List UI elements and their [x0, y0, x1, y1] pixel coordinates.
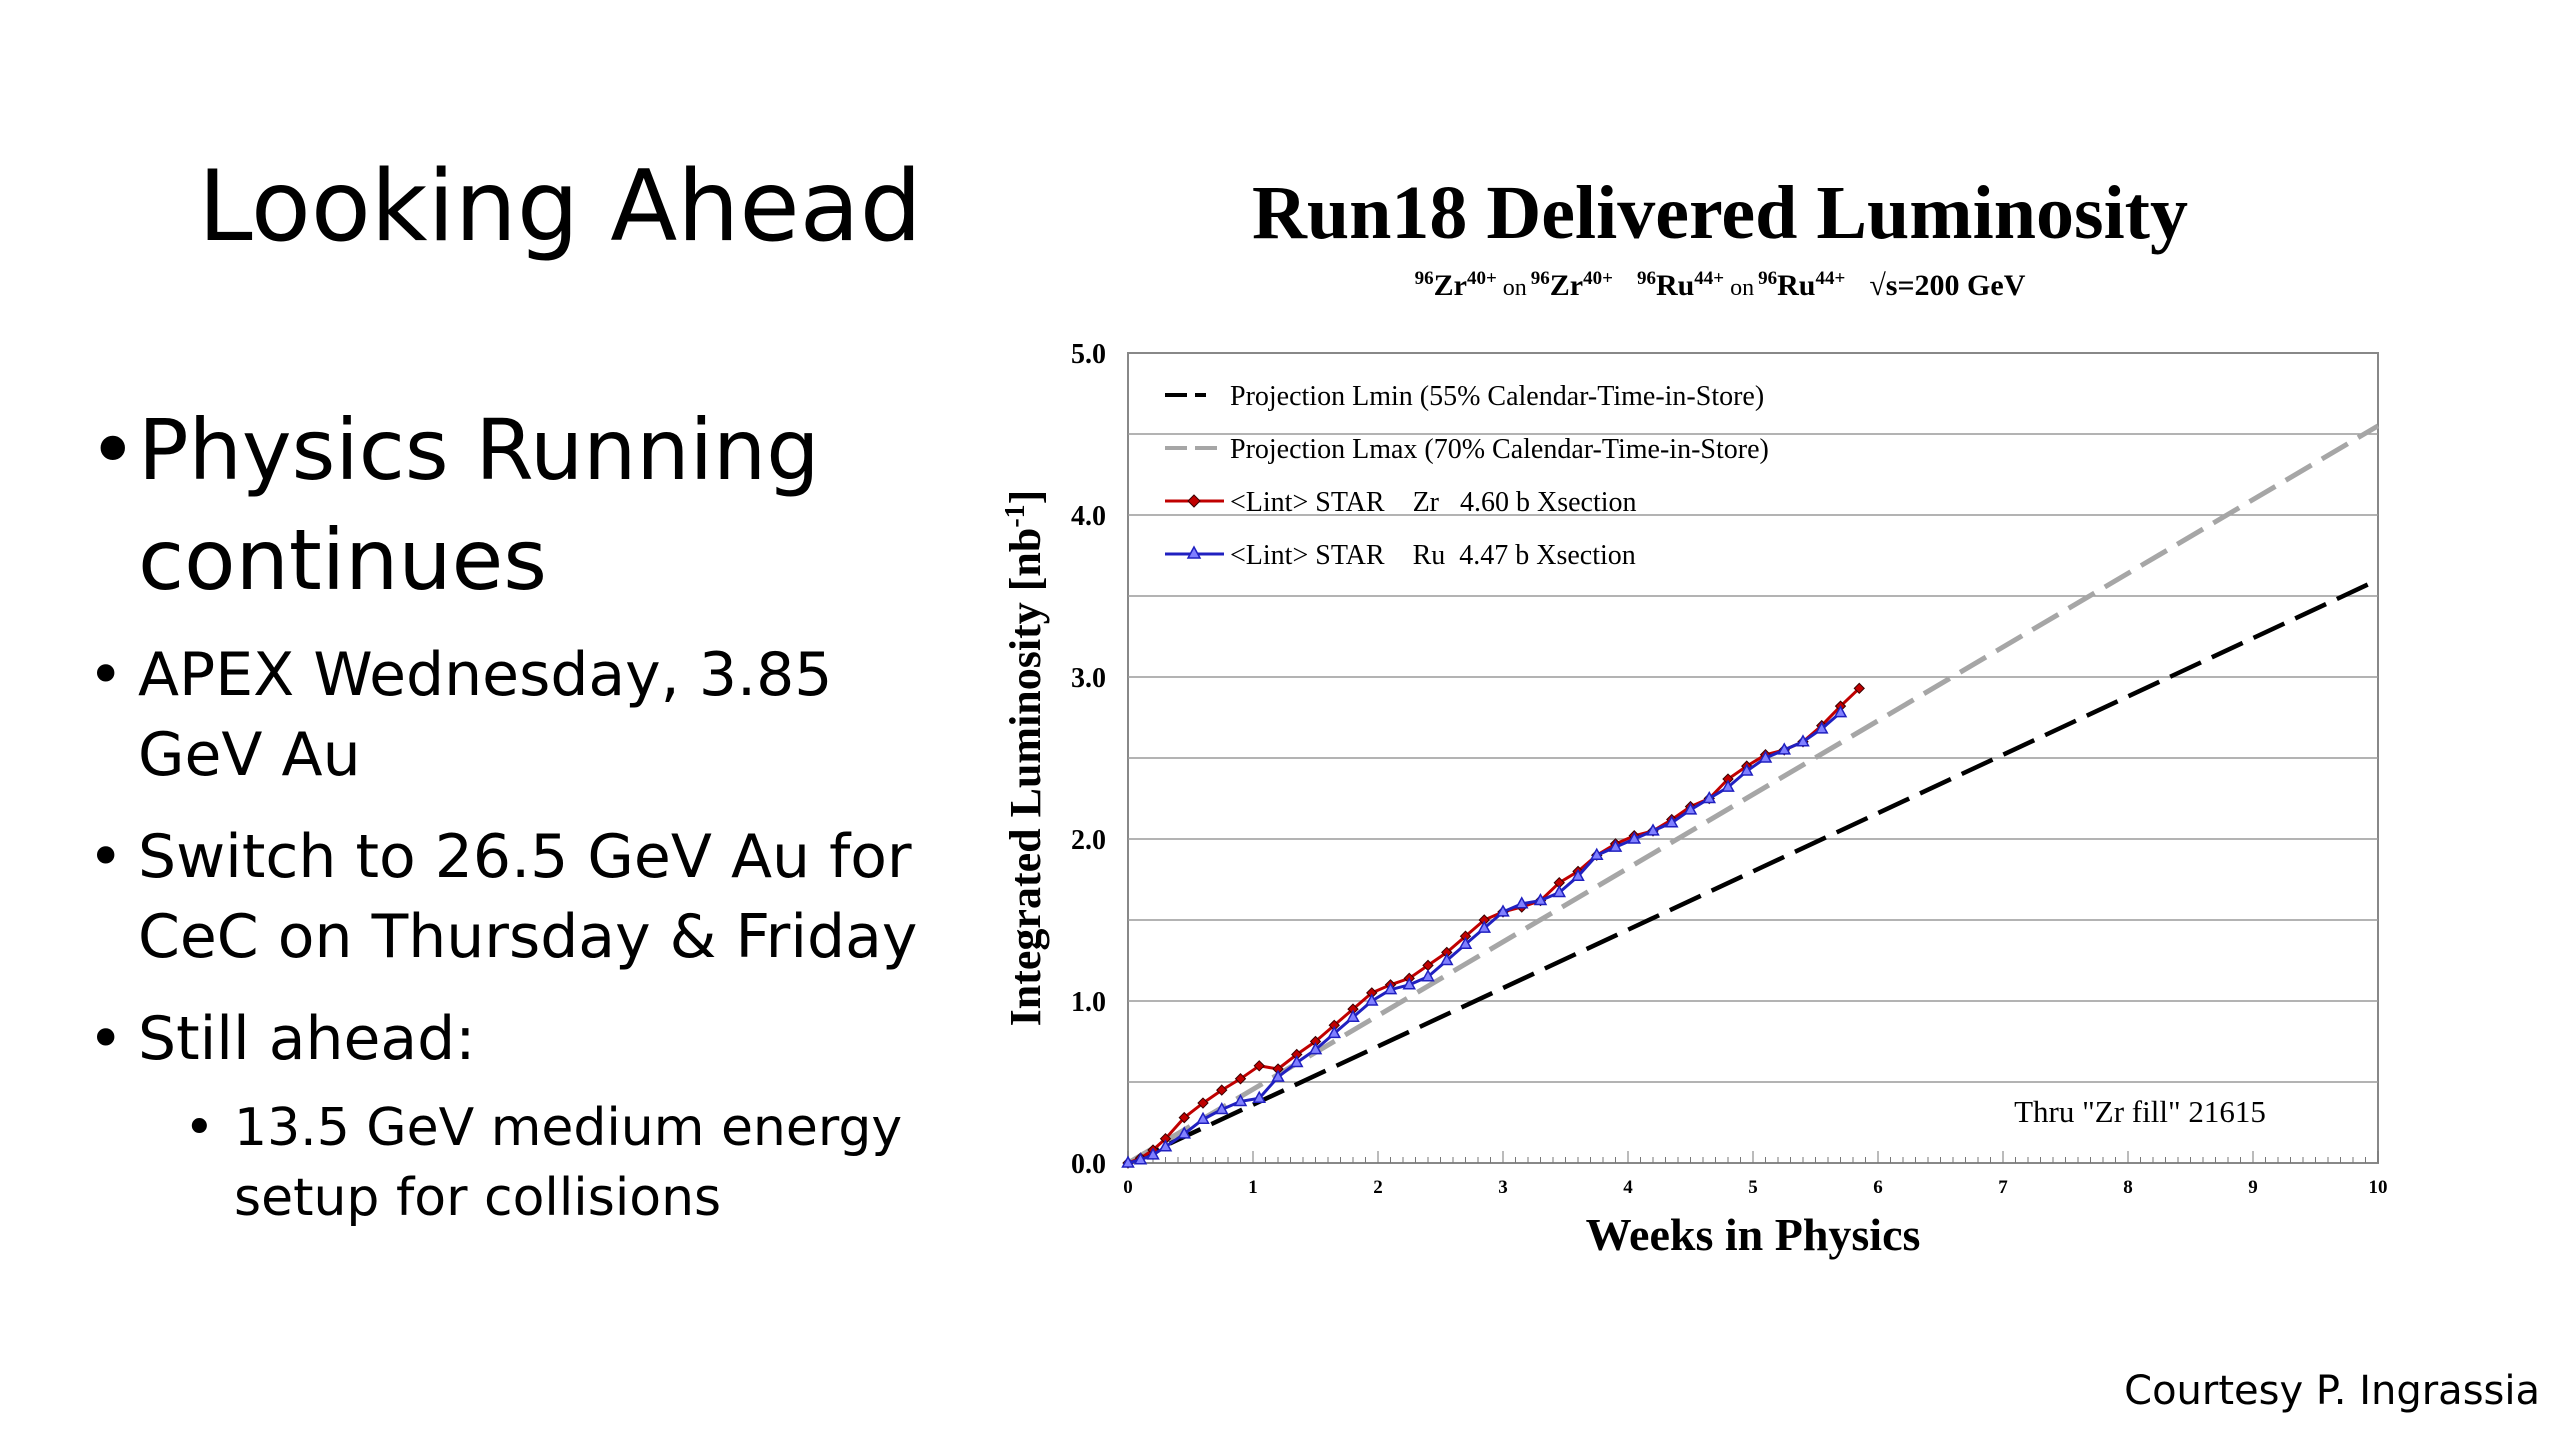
data-point-zr	[1216, 1084, 1228, 1096]
data-point-ru	[1683, 802, 1698, 815]
data-point-ru	[1777, 742, 1792, 755]
data-point-ru	[1308, 1042, 1323, 1055]
data-point-ru	[1346, 1009, 1360, 1022]
series-line-ru	[1127, 711, 1842, 1165]
y-tick-label: 5.0	[1071, 339, 1106, 370]
data-point-ru	[1121, 1155, 1135, 1168]
x-tick-label: 10	[2369, 1177, 2388, 1198]
data-point-ru	[1233, 1093, 1248, 1107]
legend-label-lmax: Projection Lmax (70% Calendar-Time-in-St…	[1230, 434, 1769, 465]
legend-marker-zr	[1187, 494, 1201, 508]
legend-label-lmin: Projection Lmin (55% Calendar-Time-in-St…	[1230, 381, 1764, 412]
bullet-item: Still ahead:	[88, 999, 948, 1079]
data-point-ru	[1608, 839, 1623, 852]
data-point-ru	[1646, 823, 1660, 836]
legend: Projection Lmin (55% Calendar-Time-in-St…	[1165, 381, 1769, 571]
bullet-item: APEX Wednesday, 3.85 GeV Au	[88, 635, 948, 795]
data-point-ru	[1833, 705, 1848, 718]
y-tick-label: 0.0	[1071, 1149, 1106, 1180]
data-point-ru	[1133, 1152, 1148, 1165]
x-tick-label: 7	[1998, 1177, 2008, 1198]
bullet-item: Physics Running continues	[88, 395, 948, 615]
data-point-ru	[1514, 896, 1529, 909]
x-tick-label: 0	[1123, 1177, 1133, 1198]
data-point-ru	[1739, 763, 1754, 776]
legend-marker-ru	[1186, 545, 1202, 559]
y-axis-label: Integrated Luminosity [nb-1]	[1000, 490, 1050, 1027]
data-point-ru	[1158, 1139, 1173, 1152]
data-point-ru	[1271, 1069, 1285, 1082]
data-point-ru	[1552, 884, 1567, 898]
data-point-ru	[1327, 1025, 1342, 1039]
data-point-ru	[1589, 847, 1604, 860]
data-point-ru	[1721, 779, 1735, 792]
data-point-ru	[1252, 1090, 1267, 1103]
data-point-ru	[1796, 734, 1810, 747]
data-point-zr	[1234, 1073, 1247, 1085]
y-tick-label: 2.0	[1071, 825, 1106, 856]
credit-text: Courtesy P. Ingrassia	[2124, 1368, 2540, 1414]
data-point-ru	[1364, 993, 1379, 1006]
data-point-ru	[1571, 868, 1585, 882]
chart-subtitle: 96Zr40+ on 96Zr40+ 96Ru44+ on 96Ru44+ √s=200 G…	[1415, 268, 2026, 302]
data-point-ru	[1664, 815, 1679, 828]
data-point-ru	[1177, 1126, 1192, 1139]
data-point-ru	[1146, 1147, 1160, 1160]
data-point-zr	[1853, 682, 1865, 695]
sub-bullet-item: 13.5 GeV medium energy setup for collisi…	[88, 1093, 948, 1233]
bullet-list: Physics Running continues APEX Wednesday…	[88, 395, 948, 1233]
x-tick-label: 4	[1623, 1177, 1633, 1198]
y-tick-label: 4.0	[1071, 501, 1106, 532]
data-point-ru	[1627, 831, 1642, 844]
data-point-ru	[1214, 1101, 1229, 1115]
y-tick-label: 3.0	[1071, 663, 1106, 694]
data-point-ru	[1196, 1111, 1210, 1125]
x-tick-label: 3	[1498, 1177, 1508, 1198]
data-point-ru	[1402, 977, 1417, 990]
data-point-ru	[1458, 936, 1473, 950]
data-point-ru	[1477, 920, 1492, 933]
data-point-ru	[1758, 750, 1773, 763]
luminosity-chart: Run18 Delivered Luminosity 96Zr40+ on 96Zr…	[1000, 171, 2388, 1260]
x-tick-label: 8	[2123, 1177, 2133, 1198]
series-line-lmax	[1126, 423, 2380, 1166]
slide-title: Looking Ahead	[198, 150, 922, 264]
data-point-ru	[1702, 790, 1717, 804]
data-point-ru	[1439, 952, 1454, 966]
data-point-ru	[1496, 904, 1510, 917]
x-tick-label: 1	[1248, 1177, 1258, 1198]
data-point-ru	[1421, 969, 1435, 982]
x-tick-label: 6	[1873, 1177, 1883, 1198]
chart-title: Run18 Delivered Luminosity	[1252, 171, 2188, 255]
x-tick-label: 2	[1373, 1177, 1383, 1198]
data-point-zr	[1178, 1111, 1190, 1124]
data-point-ru	[1383, 982, 1398, 995]
data-point-zr	[1197, 1097, 1209, 1109]
y-tick-label: 1.0	[1071, 987, 1106, 1018]
data-point-ru	[1289, 1055, 1304, 1068]
legend-label-zr: <Lint> STAR Zr 4.60 b Xsection	[1230, 487, 1637, 518]
x-tick-label: 9	[2248, 1177, 2258, 1198]
data-point-ru	[1533, 893, 1548, 906]
bullet-item: Switch to 26.5 GeV Au for CeC on Thursda…	[88, 817, 948, 977]
data-point-zr	[1253, 1060, 1265, 1072]
fill-annotation: Thru "Zr fill" 21615	[2014, 1094, 2266, 1129]
x-axis-label: Weeks in Physics	[1586, 1209, 1921, 1260]
data-point-ru	[1814, 721, 1829, 734]
x-tick-label: 5	[1748, 1177, 1758, 1198]
legend-label-ru: <Lint> STAR Ru 4.47 b Xsection	[1230, 540, 1636, 571]
